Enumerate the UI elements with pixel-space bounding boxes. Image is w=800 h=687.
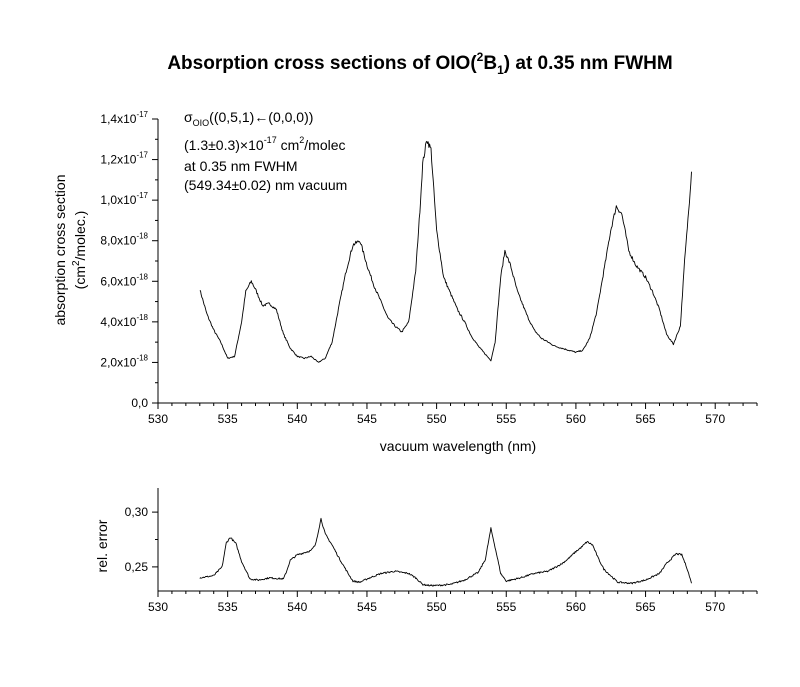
x-tick-label: 535	[218, 600, 238, 614]
top-chart-axes	[157, 119, 757, 404]
top-y-axis-label: absorption cross section (cm2/molec.)	[52, 175, 88, 326]
x-tick-label: 565	[636, 600, 656, 614]
x-tick-label: 570	[705, 412, 725, 426]
bottom-chart-axes	[157, 488, 757, 592]
annotation-value: (1.3±0.3)×10-17 cm2/molec	[184, 135, 346, 153]
x-tick-label: 565	[636, 412, 656, 426]
x-tick-label: 540	[287, 600, 307, 614]
y-tick-label: 2,0x10-18	[100, 353, 148, 369]
relative-error-chart: 530 535 540 545 550 555 560 565 570 0,25 0,30 rel.…	[94, 488, 758, 614]
rel-error-series-line	[199, 517, 692, 587]
x-tick-label: 530	[148, 412, 168, 426]
y-tick-label: 4,0x10-18	[100, 313, 148, 329]
x-tick-label: 555	[496, 600, 516, 614]
x-tick-label: 560	[566, 600, 586, 614]
x-tick-label: 530	[148, 600, 168, 614]
x-tick-label: 545	[357, 412, 377, 426]
svg-text:(cm2/molec.): (cm2/molec.)	[71, 211, 88, 290]
top-chart-tick-labels: 530 535 540 545 550 555 560 565 570 0,0 2,0x10-18 4…	[100, 110, 725, 426]
y-tick-label: 1,2x10-17	[100, 151, 148, 167]
y-tick-label: 1,0x10-17	[100, 191, 148, 207]
absorption-series-line	[199, 140, 692, 363]
annotation-wavelength: (549.34±0.02) nm vacuum	[184, 177, 347, 193]
y-tick-label: 0,25	[125, 560, 149, 574]
bottom-y-axis-label: rel. error	[94, 519, 110, 572]
annotation-box: σOIO((0,5,1)←(0,0,0)) (1.3±0.3)×10-17 cm…	[184, 109, 347, 193]
y-tick-label: 6,0x10-18	[100, 272, 148, 288]
bottom-chart-tick-labels: 530 535 540 545 550 555 560 565 570 0,25 0,30	[125, 505, 726, 614]
x-tick-label: 555	[496, 412, 516, 426]
absorption-chart: 530 535 540 545 550 555 560 565 570 0,0 2,0x10-18 4…	[52, 109, 758, 454]
y-tick-label: 0,30	[125, 505, 149, 519]
annotation-fwhm: at 0.35 nm FWHM	[184, 158, 298, 174]
y-tick-label: 1,4x10-17	[100, 110, 148, 126]
x-tick-label: 540	[287, 412, 307, 426]
x-tick-label: 550	[427, 412, 447, 426]
x-tick-label: 535	[218, 412, 238, 426]
x-tick-label: 560	[566, 412, 586, 426]
svg-text:absorption cross section: absorption cross section	[52, 175, 68, 326]
chart-title: Absorption cross sections of OIO(2B1) at…	[167, 50, 672, 77]
y-tick-label: 0,0	[131, 396, 148, 410]
annotation-sigma: σOIO((0,5,1)←(0,0,0))	[184, 109, 313, 128]
x-tick-label: 545	[357, 600, 377, 614]
x-tick-label: 550	[427, 600, 447, 614]
x-tick-label: 570	[705, 600, 725, 614]
bottom-chart-ticks	[152, 511, 758, 597]
top-x-axis-label: vacuum wavelength (nm)	[380, 438, 536, 454]
y-tick-label: 8,0x10-18	[100, 232, 148, 248]
